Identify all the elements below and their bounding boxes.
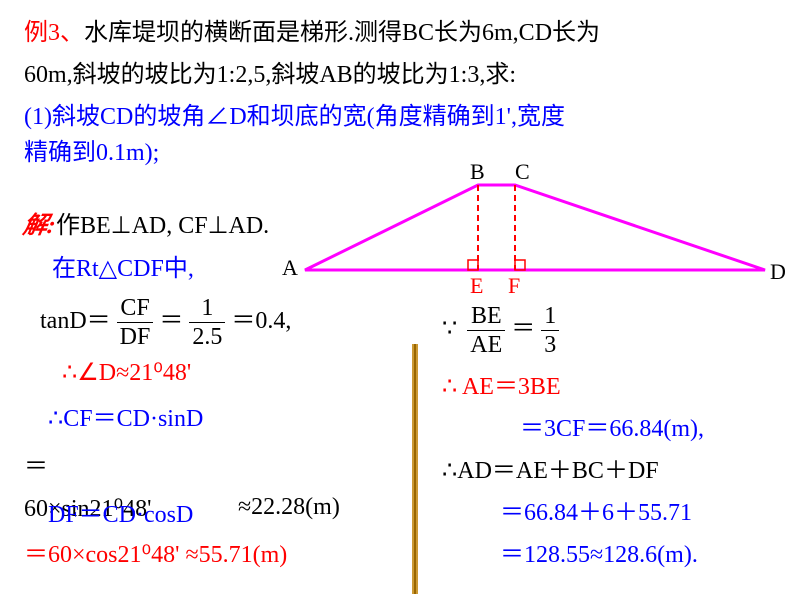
right-line-6: ＝128.55≈128.6(m). (500, 534, 698, 569)
label-A: A (282, 255, 298, 281)
right-line-4: ∴AD＝AE＋BC＋DF (442, 450, 659, 485)
right-line-2: ∴ AE＝3BE (442, 366, 561, 401)
frac-be-ae: BE AE (467, 304, 505, 357)
column-divider (412, 344, 418, 594)
cf-result: ≈22.28(m) (238, 494, 340, 521)
angle-result: ∴∠D≈21⁰48' (62, 358, 191, 387)
tanD-label: tanD＝ (40, 308, 111, 334)
frac-1-3: 1 3 (541, 304, 559, 357)
df-formula-overlay: DF＝CD·cosD (48, 494, 193, 529)
problem-line-2: 60m,斜坡的坡比为1:2,5,斜坡AB的坡比为1:3,求: (24, 54, 516, 89)
right-line-3: ＝3CF＝66.84(m), (520, 408, 704, 443)
right-line-5: ＝66.84＋6＋55.71 (500, 492, 692, 527)
solution-line-1: 解:作BE⊥AD, CF⊥AD. (24, 205, 269, 240)
eq2: ＝0.4, (231, 308, 291, 334)
label-D: D (770, 259, 786, 285)
because-symbol: ∵ (442, 316, 457, 342)
construction-text: 作BE⊥AD, CF⊥AD. (56, 213, 269, 239)
solution-line-2: 在Rt△CDF中, (52, 248, 194, 283)
example-label: 例3、 (24, 20, 84, 46)
frac-1-2.5: 1 2.5 (189, 296, 225, 349)
trapezoid-shape (305, 185, 765, 270)
question-line-1: (1)斜坡CD的坡角∠D和坝底的宽(角度精确到1',宽度 (24, 96, 565, 131)
solution-label: 解: (21, 205, 59, 240)
problem-text-1: 水库堤坝的横断面是梯形.测得BC长为6m,CD长为 (84, 20, 600, 46)
label-C: C (515, 159, 530, 185)
cf-formula: ∴CF＝CD·sinD (48, 398, 203, 433)
eq-r1: ＝ (511, 316, 535, 342)
eq-sign: ＝ (24, 446, 48, 481)
question-line-2: 精确到0.1m); (24, 132, 159, 167)
right-line-1: ∵ BE AE ＝ 1 3 (442, 304, 559, 357)
diagram-svg (290, 155, 790, 295)
df-result: ＝60×cos21⁰48' ≈55.71(m) (24, 534, 287, 569)
label-B: B (470, 159, 485, 185)
eq1: ＝ (159, 308, 183, 334)
tan-equation: tanD＝ CF DF ＝ 1 2.5 ＝0.4, (40, 296, 291, 349)
label-F: F (508, 273, 520, 299)
trapezoid-diagram: B C A D E F (290, 155, 790, 295)
problem-line-1: 例3、水库堤坝的横断面是梯形.测得BC长为6m,CD长为 (24, 12, 600, 47)
label-E: E (470, 273, 483, 299)
frac-cf-df: CF DF (117, 296, 154, 349)
